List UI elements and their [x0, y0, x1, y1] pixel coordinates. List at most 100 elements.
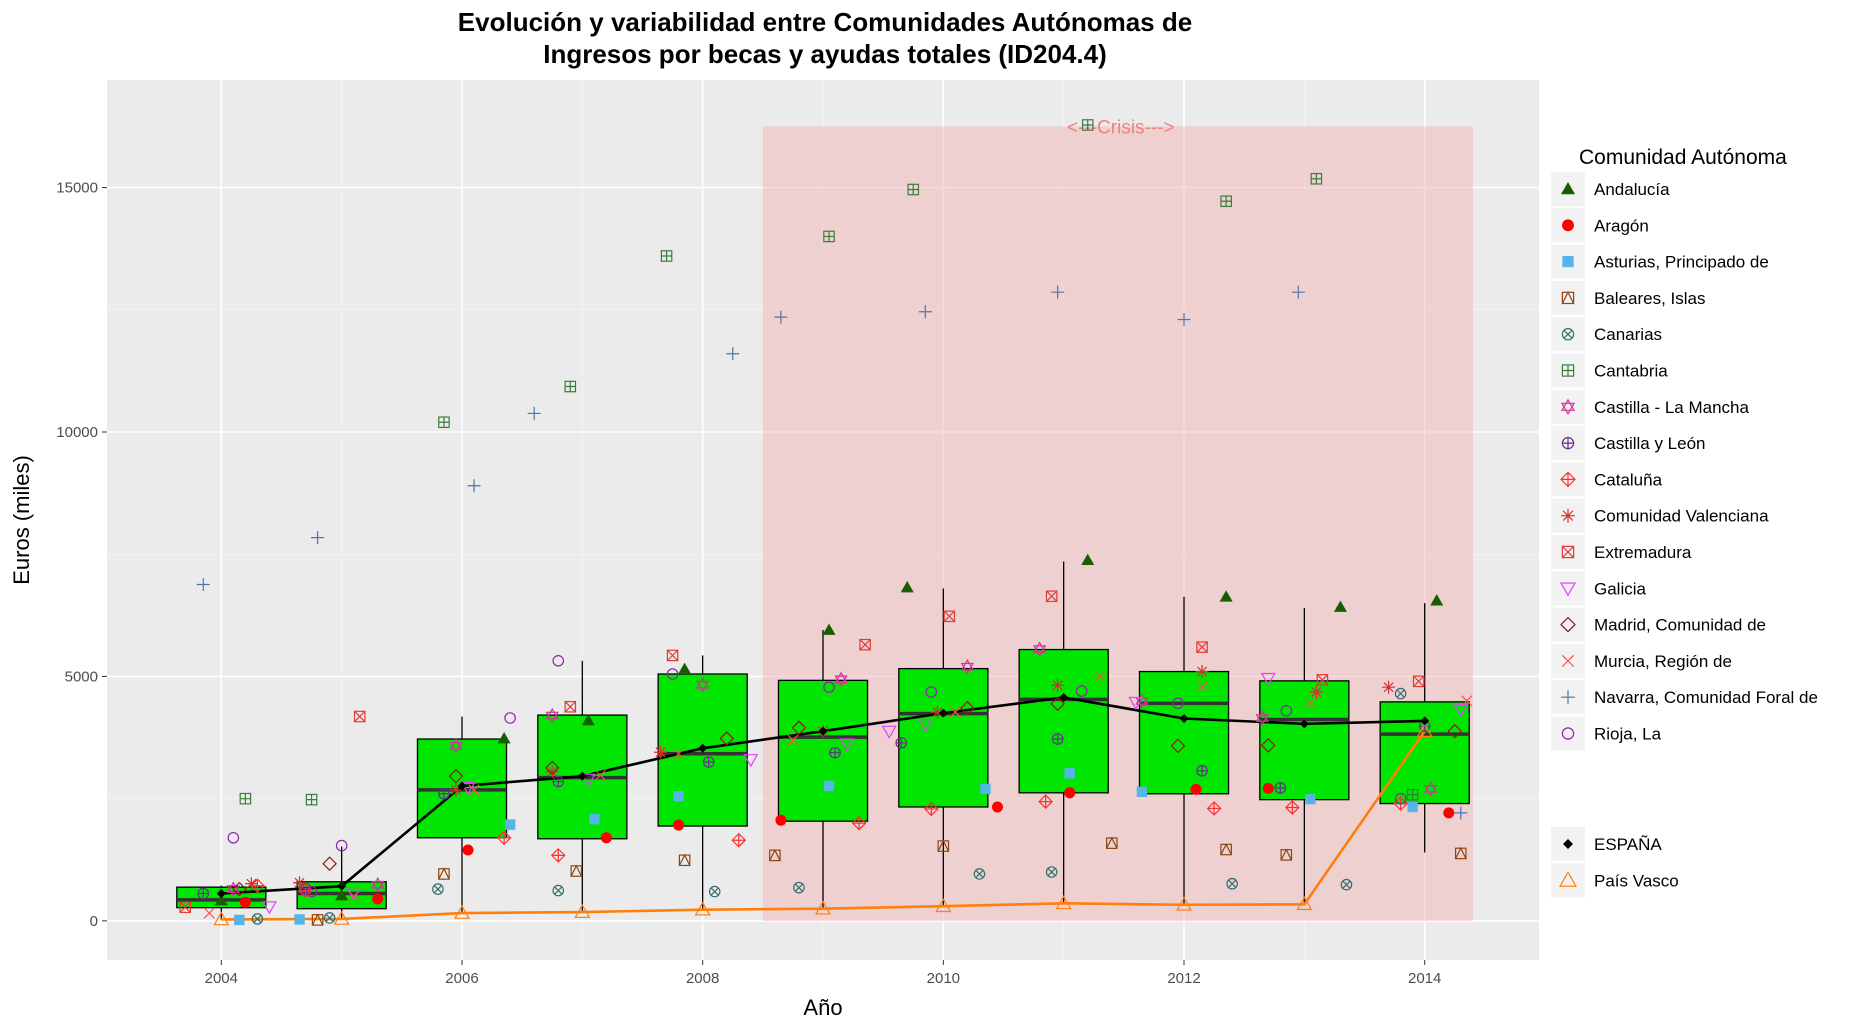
point-series-10: [943, 610, 956, 623]
boxplot-2012: [1138, 596, 1230, 906]
point-series-7: [552, 775, 565, 788]
pais-vasco-line: [221, 730, 1426, 921]
crisis-label: <---Crisis--->: [1067, 117, 1175, 138]
point-series-5: [438, 416, 450, 429]
espana-point: [1420, 716, 1430, 726]
point-series-1: [1190, 783, 1202, 795]
point-series-14: [1177, 313, 1191, 327]
espana-point: [337, 881, 347, 891]
pais-vasco-point: [814, 900, 832, 915]
point-series-3: [678, 853, 691, 867]
legend-key-icon: [1562, 256, 1574, 268]
legend-key-icon: [1563, 839, 1573, 849]
point-series-15: [335, 839, 348, 852]
point-series-7: [895, 737, 908, 749]
point-series-4: [323, 912, 336, 924]
legend-key-icon: [1561, 545, 1575, 559]
point-series-4: [1045, 866, 1058, 878]
y-tick-label: 10000: [56, 424, 98, 441]
point-series-14: [196, 578, 210, 592]
legend-key-icon: [1561, 654, 1575, 667]
legend-key-icon: [1561, 727, 1575, 740]
boxplot-2011: [1018, 561, 1109, 905]
point-series-5: [305, 793, 318, 806]
point-series-5: [1081, 119, 1094, 131]
point-series-14: [311, 531, 325, 545]
point-series-3: [1220, 842, 1232, 856]
point-series-6: [1032, 641, 1047, 657]
legend-key-icon: [1560, 471, 1576, 488]
legend-label: ESPAÑA: [1594, 835, 1662, 854]
point-series-9: [1051, 678, 1065, 692]
legend-label: Cantabria: [1594, 362, 1668, 381]
legend-key-icon: [1561, 508, 1575, 523]
legend-label: Navarra, Comunidad Foral de: [1594, 688, 1818, 707]
point-series-5: [1220, 195, 1232, 208]
boxplot-2010: [898, 588, 989, 908]
point-series-11: [839, 738, 855, 752]
pais-vasco-point: [453, 904, 471, 919]
boxplot-2013: [1259, 608, 1350, 905]
box: [898, 667, 989, 808]
point-series-14: [1051, 285, 1065, 299]
point-series-8: [1038, 794, 1053, 809]
legend-label: Madrid, Comunidad de: [1594, 616, 1766, 635]
point-series-2: [823, 780, 835, 792]
point-series-10: [666, 649, 679, 662]
legend-key-icon: [1561, 290, 1575, 305]
point-series-13: [468, 784, 480, 796]
point-series-15: [227, 831, 240, 844]
point-series-1: [673, 819, 685, 831]
point-series-15: [1280, 704, 1293, 717]
axis-ticks: 2004 2006 2008 2010 2012 2014 0 5000 10000 15000: [56, 180, 1441, 987]
point-series-15: [1075, 685, 1088, 697]
point-series-9: [293, 876, 307, 890]
point-series-3: [1280, 848, 1293, 861]
point-series-3: [769, 848, 781, 862]
legend-label: Comunidad Valenciana: [1594, 507, 1769, 526]
point-series-10: [859, 638, 871, 651]
point-series-14: [726, 347, 740, 361]
point-series-14: [1454, 806, 1468, 820]
espana-point: [818, 726, 828, 736]
legend-label: Andalucía: [1594, 180, 1670, 199]
point-series-0: [214, 893, 228, 906]
y-axis-title: Euros (miles): [9, 455, 34, 585]
point-series-7: [1196, 764, 1208, 777]
point-series-12: [1170, 738, 1186, 754]
point-series-9: [1382, 680, 1396, 694]
point-series-13: [1196, 681, 1208, 693]
point-series-12: [322, 856, 337, 872]
point-series-15: [305, 885, 318, 898]
point-series-5: [1310, 172, 1323, 185]
point-series-9: [1195, 665, 1209, 679]
legend-label: Cataluña: [1594, 470, 1663, 489]
point-series-9: [930, 705, 944, 719]
point-series-12: [791, 720, 807, 736]
legend-key-icon: [1558, 871, 1578, 887]
point-series-7: [1051, 733, 1064, 745]
point-series-15: [504, 712, 516, 724]
crisis-band-layer: <---Crisis--->: [762, 117, 1473, 921]
point-series-9: [449, 783, 463, 797]
point-series-1: [239, 896, 251, 908]
legend-key: [1551, 389, 1585, 424]
point-series-13: [1461, 695, 1473, 707]
espana-point: [1059, 692, 1069, 702]
point-series-15: [823, 681, 835, 693]
point-series-5: [239, 792, 252, 805]
point-series-2: [589, 814, 600, 825]
point-series-10: [1196, 641, 1208, 653]
espana-point: [1179, 713, 1189, 723]
point-series-1: [775, 814, 787, 826]
point-series-4: [251, 913, 264, 925]
point-series-8: [1284, 800, 1300, 815]
crisis-band: [762, 126, 1473, 921]
point-series-10: [564, 700, 577, 713]
pais-vasco-point: [694, 901, 711, 916]
point-series-15: [1394, 792, 1407, 805]
legend: Andalucía Aragón Asturias, Principado de Ba…: [1551, 172, 1818, 898]
point-series-12: [544, 760, 560, 776]
point-series-3: [1454, 846, 1467, 860]
point-series-8: [851, 815, 867, 831]
